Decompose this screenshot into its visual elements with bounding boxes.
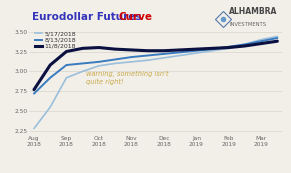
Text: Eurodollar Futures: Eurodollar Futures [32, 12, 145, 22]
Text: ALHAMBRA: ALHAMBRA [229, 7, 278, 16]
Text: warning, something isn't
quite right!: warning, something isn't quite right! [86, 71, 168, 85]
Text: Curve: Curve [119, 12, 153, 22]
Text: INVESTMENTS: INVESTMENTS [229, 22, 266, 27]
Legend: 5/17/2018, 8/13/2018, 11/8/2018: 5/17/2018, 8/13/2018, 11/8/2018 [35, 31, 76, 49]
